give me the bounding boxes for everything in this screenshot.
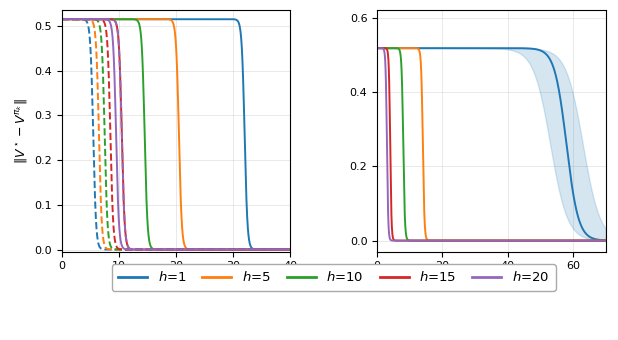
Y-axis label: $\|V^\star - V^{\pi_k}\|$: $\|V^\star - V^{\pi_k}\|$ bbox=[13, 98, 29, 164]
X-axis label: Iteration: Iteration bbox=[465, 277, 518, 290]
Legend: $h$=1, $h$=5, $h$=10, $h$=15, $h$=20: $h$=1, $h$=5, $h$=10, $h$=15, $h$=20 bbox=[112, 264, 556, 291]
X-axis label: Iteration: Iteration bbox=[150, 277, 203, 290]
